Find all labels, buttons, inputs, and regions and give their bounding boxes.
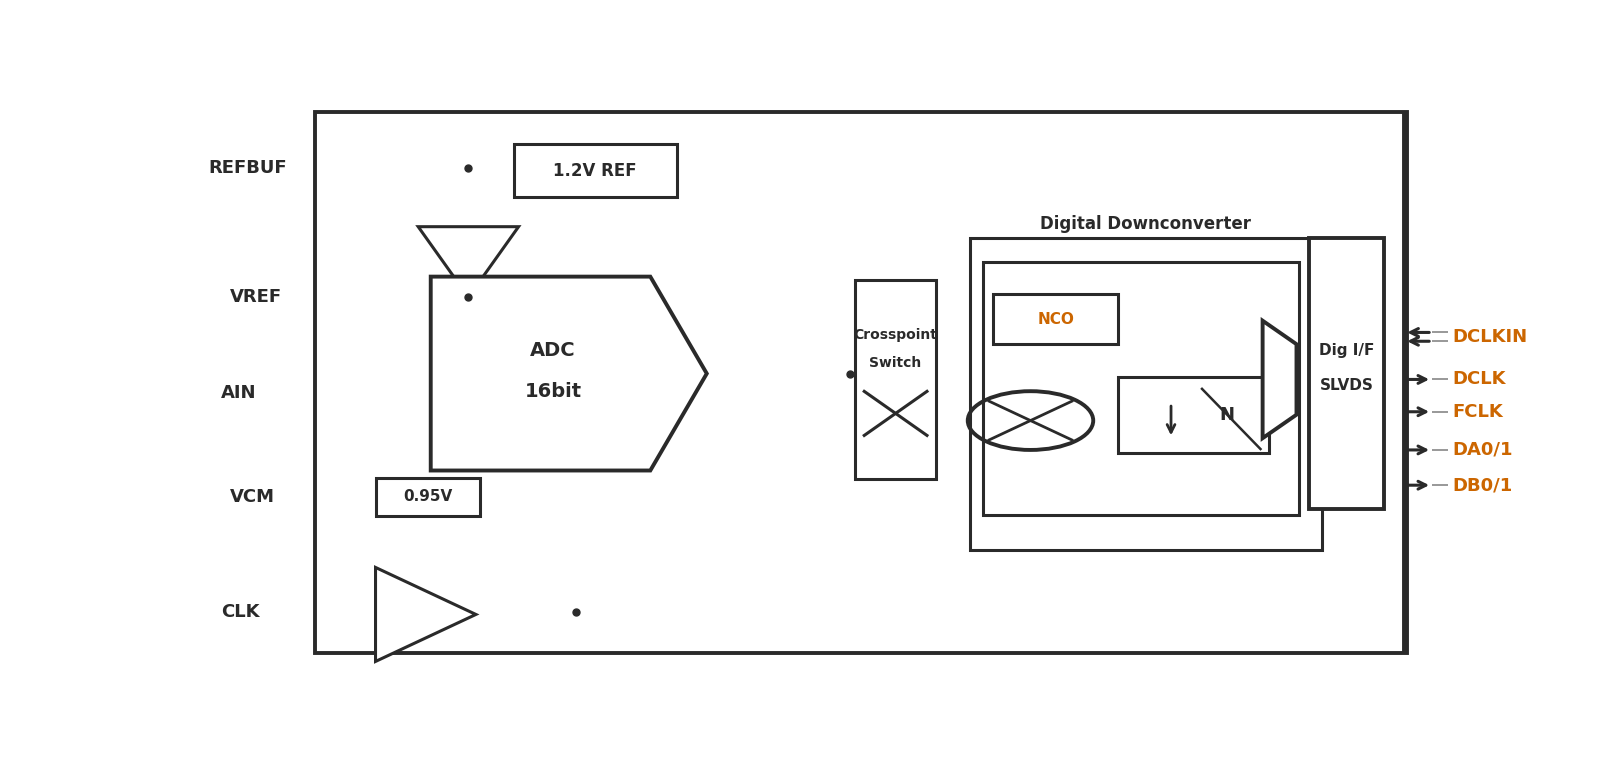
Text: Switch: Switch	[869, 356, 921, 371]
Bar	[513, 144, 677, 198]
Text: Digital Downconverter: Digital Downconverter	[1041, 214, 1251, 233]
Text: 1.2V REF: 1.2V REF	[554, 162, 636, 180]
Text: CLK: CLK	[222, 603, 259, 620]
Polygon shape	[431, 277, 708, 471]
Text: N: N	[1219, 406, 1234, 423]
Text: DB0/1: DB0/1	[1452, 476, 1512, 494]
Text: DCLK: DCLK	[1452, 371, 1506, 388]
Bar	[983, 262, 1298, 514]
Bar	[855, 279, 936, 479]
Bar	[992, 295, 1119, 344]
Bar	[1119, 376, 1269, 453]
Text: REFBUF: REFBUF	[209, 159, 287, 177]
Polygon shape	[1263, 320, 1297, 438]
Text: DCLKIN: DCLKIN	[1452, 328, 1527, 346]
Text: 0.95V: 0.95V	[403, 489, 452, 504]
Polygon shape	[376, 568, 476, 662]
Text: 16bit: 16bit	[525, 382, 581, 401]
Text: Dig I/F: Dig I/F	[1319, 343, 1375, 358]
Text: Crosspoint: Crosspoint	[853, 329, 937, 343]
Text: ADC: ADC	[531, 340, 576, 359]
Text: VCM: VCM	[230, 488, 275, 506]
Text: NCO: NCO	[1038, 312, 1073, 327]
Text: DA0/1: DA0/1	[1452, 441, 1512, 459]
Bar	[316, 112, 1407, 652]
Bar	[1310, 238, 1384, 509]
Text: AIN: AIN	[222, 384, 257, 401]
Text: FCLK: FCLK	[1452, 403, 1502, 420]
Bar	[970, 238, 1321, 550]
Polygon shape	[418, 227, 518, 297]
Text: SLVDS: SLVDS	[1319, 378, 1373, 393]
Text: VREF: VREF	[230, 288, 282, 306]
Bar	[376, 478, 479, 516]
